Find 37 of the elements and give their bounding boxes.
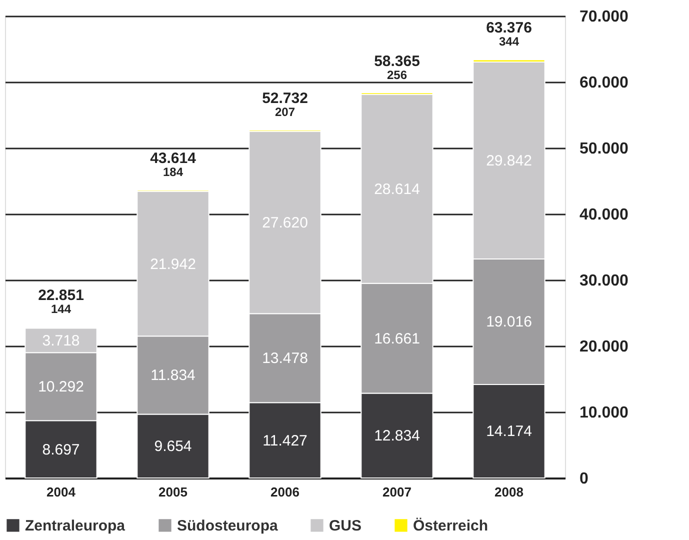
total-label: 58.365 (374, 52, 420, 70)
y-tick-label: 70.000 (580, 8, 629, 26)
legend-label: Südosteuropa (177, 517, 278, 534)
total-label: 22.851 (38, 287, 84, 304)
x-tick-label: 2007 (382, 484, 412, 500)
x-tick-label: 2006 (270, 484, 300, 500)
y-tick-label: 50.000 (580, 140, 629, 158)
data-label: 8.697 (42, 441, 80, 458)
x-tick-label: 2005 (158, 484, 188, 500)
data-label: 9.654 (154, 438, 192, 456)
total-label: 52.732 (262, 90, 308, 107)
data-label: 207 (274, 104, 296, 119)
data-label: 11.834 (150, 367, 196, 384)
data-label: 19.016 (486, 314, 532, 331)
data-label: 256 (386, 68, 408, 82)
x-tick-label: 2004 (46, 484, 76, 500)
data-label: 11.427 (262, 432, 308, 450)
y-tick-label: 60.000 (580, 74, 629, 92)
legend-label: Zentraleuropa (25, 517, 126, 534)
legend-label: GUS (329, 517, 362, 534)
x-tick-label: 2008 (494, 484, 524, 500)
total-label: 63.376 (486, 20, 532, 37)
data-label: 16.661 (374, 330, 420, 348)
y-tick-label: 10.000 (580, 404, 629, 422)
data-label: 14.174 (486, 423, 532, 440)
legend-label: Österreich (413, 517, 488, 534)
data-label: 184 (162, 165, 184, 180)
y-tick-label: 40.000 (580, 206, 629, 224)
data-label: 344 (498, 34, 520, 49)
data-label: 144 (50, 302, 72, 316)
data-label: 10.292 (38, 378, 84, 396)
data-label: 13.478 (262, 350, 308, 368)
y-tick-label: 30.000 (580, 272, 629, 290)
y-tick-label: 0 (580, 470, 588, 488)
total-label: 43.614 (150, 150, 197, 168)
data-label: 12.834 (374, 428, 420, 445)
y-tick-label: 20.000 (580, 338, 629, 356)
